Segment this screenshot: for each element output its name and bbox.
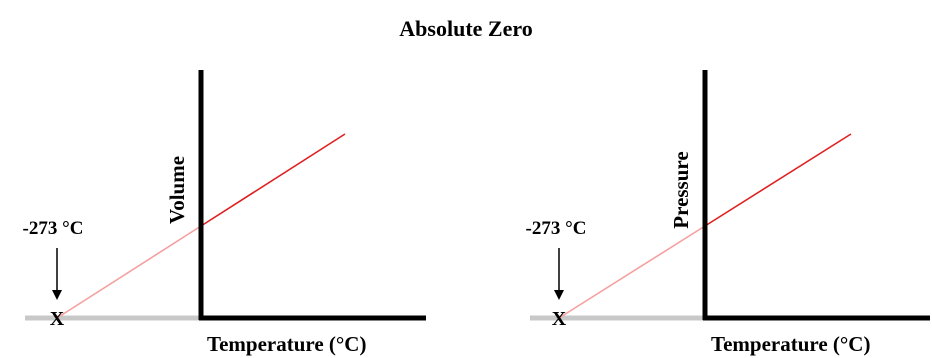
- measured-line: [704, 133, 852, 227]
- arrowhead-icon: [554, 290, 564, 300]
- absolute-zero-annotation: -273 °C: [23, 218, 84, 239]
- intercept-marker: X: [552, 308, 567, 330]
- intercept-marker: X: [50, 308, 65, 330]
- chart-volume: Temperature (°C) Volume -273 °C X: [23, 70, 426, 356]
- measured-line: [200, 133, 346, 227]
- extrapolated-line: [56, 225, 202, 319]
- y-axis-label: Volume: [165, 156, 189, 224]
- x-axis-label: Temperature (°C): [711, 332, 870, 356]
- y-axis-label: Pressure: [669, 151, 693, 228]
- arrowhead-icon: [52, 290, 62, 300]
- x-axis-label: Temperature (°C): [207, 332, 366, 356]
- absolute-zero-annotation: -273 °C: [526, 218, 587, 239]
- extrapolated-line: [558, 225, 706, 319]
- chart-pressure: Temperature (°C) Pressure -273 °C X: [526, 70, 930, 356]
- figure-title: Absolute Zero: [399, 16, 532, 41]
